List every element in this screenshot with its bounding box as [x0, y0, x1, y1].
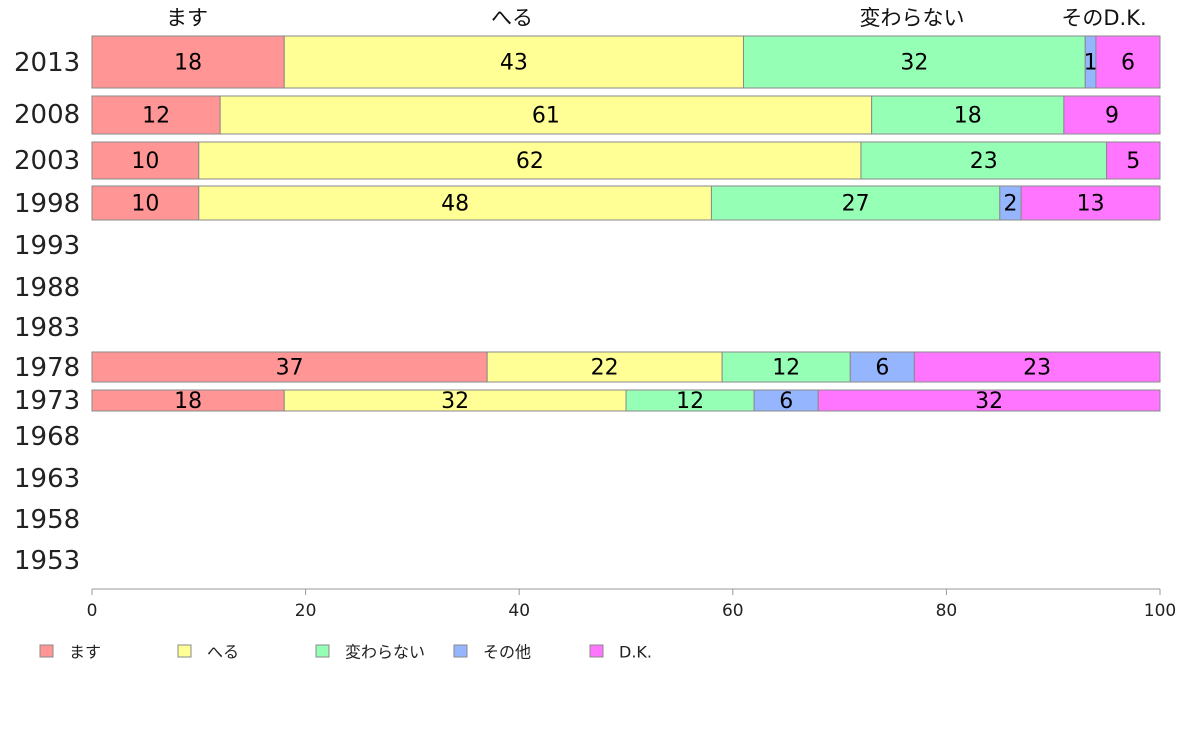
data-label: 12 — [772, 356, 800, 381]
data-label: 10 — [131, 192, 159, 217]
legend-swatch — [315, 644, 330, 658]
legend-item: その他 — [453, 643, 531, 662]
x-tick-label: 80 — [936, 601, 958, 621]
data-label: 48 — [441, 192, 469, 217]
data-label: 13 — [1077, 192, 1105, 217]
legend-label: D.K. — [619, 643, 652, 662]
bar-segment — [91, 351, 488, 383]
top-series-label: へる — [491, 6, 533, 30]
y-tick-label: 1973 — [14, 386, 80, 416]
x-tick-label: 0 — [87, 601, 98, 621]
bar-segment — [283, 35, 744, 89]
data-label: 1 — [1084, 51, 1098, 76]
bar-segment — [913, 351, 1161, 383]
y-tick-label: 1953 — [14, 546, 80, 576]
data-label: 12 — [142, 104, 170, 129]
y-tick-label: 1968 — [14, 422, 80, 452]
bar-segment — [710, 185, 1001, 221]
bar-segment — [198, 185, 712, 221]
legend-swatch — [453, 644, 468, 658]
data-label: 5 — [1126, 149, 1140, 174]
bar-segment — [91, 95, 221, 135]
bar-segment — [91, 185, 200, 221]
data-label: 18 — [174, 51, 202, 76]
y-tick-label: 2003 — [14, 146, 80, 176]
data-label: 62 — [516, 149, 544, 174]
data-label: 9 — [1105, 104, 1119, 129]
data-label: 37 — [276, 356, 304, 381]
bar-segment — [91, 141, 200, 180]
bar-segment — [860, 141, 1108, 180]
y-tick-label: 1993 — [14, 231, 80, 261]
y-tick-label: 1963 — [14, 464, 80, 494]
data-label: 43 — [500, 51, 528, 76]
bar-segment — [721, 351, 851, 383]
x-tick-label: 40 — [508, 601, 530, 621]
data-label: 22 — [591, 356, 619, 381]
x-tick-label: 60 — [722, 601, 744, 621]
bar-segment — [1106, 141, 1161, 180]
bar-segment — [817, 389, 1161, 412]
legend-item: D.K. — [589, 643, 652, 662]
legend-item: へる — [177, 643, 239, 662]
data-label: 32 — [975, 389, 1003, 414]
top-series-label: そのD.K. — [1061, 6, 1146, 30]
data-label: 6 — [875, 356, 889, 381]
data-label: 32 — [441, 389, 469, 414]
legend-item: ます — [39, 643, 101, 662]
y-tick-label: 1998 — [14, 189, 80, 219]
data-label: 61 — [532, 104, 560, 129]
data-label: 23 — [1023, 356, 1051, 381]
y-tick-label: 1978 — [14, 353, 80, 383]
x-tick-label: 20 — [295, 601, 317, 621]
data-label: 23 — [970, 149, 998, 174]
top-series-label: 変わらない — [860, 6, 965, 30]
bar-segment — [871, 95, 1065, 135]
legend-item: 変わらない — [315, 643, 425, 662]
legend-label: 変わらない — [345, 643, 425, 662]
top-series-label: ます — [166, 6, 208, 30]
data-label: 27 — [842, 192, 870, 217]
legend-label: へる — [207, 643, 239, 662]
bar-segment — [1063, 95, 1161, 135]
legend-swatch — [177, 644, 192, 658]
legend-swatch — [39, 644, 54, 658]
legend-label: その他 — [483, 643, 531, 662]
y-tick-label: 2013 — [14, 48, 80, 78]
bar-segment — [91, 35, 285, 89]
y-tick-label: 1958 — [14, 505, 80, 535]
data-label: 6 — [1121, 51, 1135, 76]
legend-swatch — [589, 644, 604, 658]
data-label: 12 — [676, 389, 704, 414]
bar-segment — [219, 95, 873, 135]
legend-label: ます — [69, 643, 101, 662]
bar-segment — [1095, 35, 1161, 89]
y-tick-label: 1988 — [14, 273, 80, 303]
data-label: 18 — [174, 389, 202, 414]
data-label: 6 — [779, 389, 793, 414]
bar-segment — [742, 35, 1086, 89]
y-tick-label: 2008 — [14, 100, 80, 130]
data-label: 18 — [954, 104, 982, 129]
data-label: 2 — [1003, 192, 1017, 217]
y-tick-label: 1983 — [14, 313, 80, 343]
bar-segment — [1020, 185, 1161, 221]
data-label: 32 — [900, 51, 928, 76]
bar-segment — [849, 351, 915, 383]
data-label: 10 — [131, 149, 159, 174]
x-tick-label: 100 — [1144, 601, 1176, 621]
